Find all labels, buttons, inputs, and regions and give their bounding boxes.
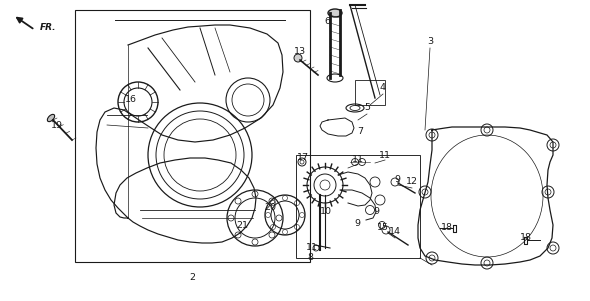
Text: 11: 11: [379, 151, 391, 160]
Text: 3: 3: [427, 38, 433, 46]
Text: 20: 20: [264, 203, 276, 212]
Text: 11: 11: [352, 156, 364, 165]
Text: 16: 16: [125, 95, 137, 104]
Text: 15: 15: [377, 224, 389, 232]
Text: 9: 9: [354, 219, 360, 228]
Text: 9: 9: [394, 175, 400, 185]
Bar: [75, 10, 310, 262]
Bar: [296, 155, 420, 258]
Ellipse shape: [328, 9, 342, 17]
Text: 6: 6: [324, 17, 330, 26]
Text: FR.: FR.: [40, 23, 57, 33]
Text: 18: 18: [441, 224, 453, 232]
Bar: [355, 80, 385, 105]
Ellipse shape: [47, 114, 55, 122]
Text: 17: 17: [297, 154, 309, 163]
Text: 2: 2: [189, 274, 195, 283]
Text: 7: 7: [357, 128, 363, 136]
Text: 8: 8: [307, 253, 313, 262]
Text: 5: 5: [364, 104, 370, 113]
Text: 4: 4: [380, 83, 386, 92]
Text: 11: 11: [306, 243, 318, 252]
Text: 19: 19: [51, 122, 63, 131]
Circle shape: [294, 54, 302, 62]
Text: 10: 10: [320, 207, 332, 216]
Text: 21: 21: [236, 221, 248, 229]
Text: 13: 13: [294, 48, 306, 57]
Text: 9: 9: [373, 207, 379, 216]
Text: 18: 18: [520, 234, 532, 243]
Text: 14: 14: [389, 228, 401, 237]
Text: 12: 12: [406, 178, 418, 187]
